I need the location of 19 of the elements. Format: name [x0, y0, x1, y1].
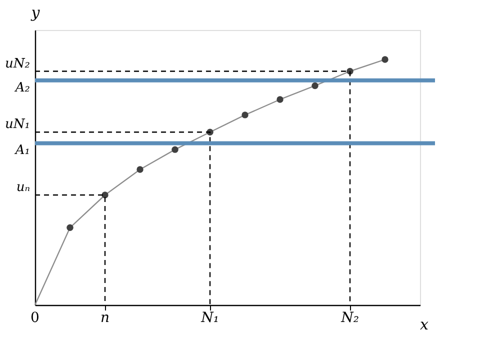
text: uN₂ [5, 56, 30, 72]
point [66, 224, 74, 232]
x-tick-label: N₁ [200, 310, 219, 326]
point [102, 192, 108, 198]
text: uₙ [16, 180, 30, 195]
ref-line-label: A₁ [14, 143, 30, 158]
point [136, 166, 144, 173]
point [242, 112, 248, 118]
text: uN₁ [5, 117, 30, 132]
ref-line-label: A₂ [14, 80, 30, 96]
point [312, 82, 318, 90]
y-axis-title: y [30, 4, 40, 22]
point [276, 96, 284, 103]
x-tick-label: N₂ [340, 310, 360, 326]
x-tick-label: 0 [30, 310, 40, 326]
x-axis-title: x [420, 316, 430, 334]
x-tick-label: n [100, 310, 110, 326]
point [382, 56, 388, 63]
point [172, 146, 178, 153]
